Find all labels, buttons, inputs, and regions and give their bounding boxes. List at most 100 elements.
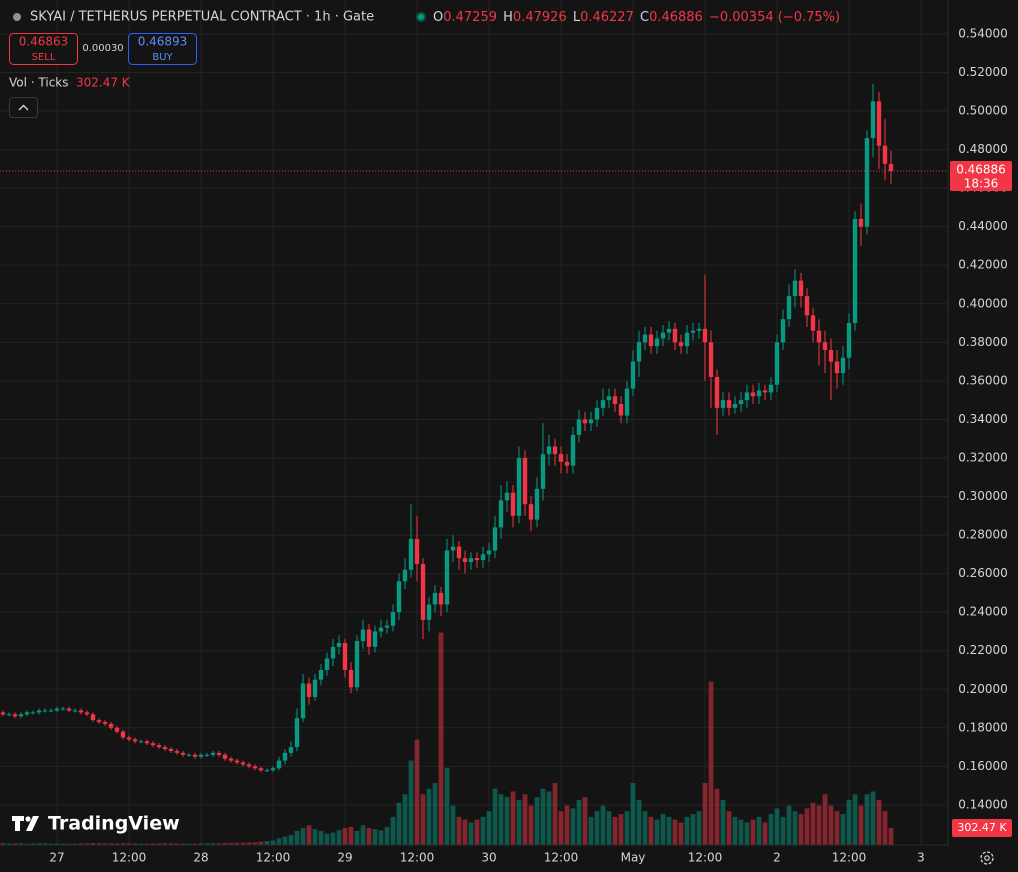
volume-bar (288, 834, 294, 845)
ohlc-letter: C (640, 10, 649, 25)
volume-title: Vol · Ticks (9, 76, 69, 90)
candle-body (840, 357, 846, 374)
candle-body (300, 683, 306, 719)
candle-body (876, 101, 882, 146)
buy-button[interactable]: 0.46893 BUY (128, 33, 197, 65)
volume-bar (408, 760, 414, 845)
volume-bar (732, 816, 738, 845)
settings-button[interactable] (980, 851, 994, 865)
volume-bar (768, 814, 774, 845)
collapse-box[interactable] (9, 97, 38, 118)
volume-bar (174, 843, 180, 845)
volume-bar (654, 819, 660, 845)
volume-bar (828, 805, 834, 845)
candle-body (504, 492, 510, 501)
buy-price[interactable]: 0.46893 (138, 35, 188, 49)
y-tick-label: 0.14000 (958, 797, 1008, 811)
volume-bar (498, 794, 504, 845)
volume-bar (840, 814, 846, 845)
volume-bar (42, 843, 48, 845)
ohlc-value: 0.47259 (443, 10, 497, 25)
volume-bar (414, 739, 420, 845)
volume-bar (264, 841, 270, 845)
volume-bar (24, 843, 30, 845)
countdown-label: 18:36 (964, 177, 999, 191)
volume-bar (582, 797, 588, 845)
volume-bar (0, 843, 6, 845)
volume-bar (612, 816, 618, 845)
candle-body (552, 446, 558, 455)
volume-bar (168, 843, 174, 845)
candle-body (474, 558, 480, 561)
y-tick-label: 0.32000 (958, 450, 1008, 464)
candle-body (600, 400, 606, 408)
y-tick-label: 0.24000 (958, 605, 1008, 619)
candle-body (822, 342, 828, 351)
x-tick-label: 29 (337, 851, 352, 865)
candle-body (78, 710, 84, 713)
candle-body (210, 752, 216, 755)
volume-bar (48, 843, 54, 845)
volume-bar (252, 842, 258, 845)
candle-body (642, 334, 648, 343)
volume-bar (780, 816, 786, 845)
volume-bar (456, 816, 462, 845)
volume-bar (870, 791, 876, 845)
volume-bar (366, 828, 372, 845)
volume-bar (774, 808, 780, 845)
sell-price[interactable]: 0.46863 (19, 35, 69, 49)
gear-inner[interactable] (984, 855, 990, 861)
y-tick-label: 0.52000 (958, 65, 1008, 79)
candle-body (24, 712, 30, 715)
volume-bar (540, 788, 546, 845)
volume-bar (90, 843, 96, 845)
collapse-button[interactable] (9, 97, 38, 118)
volume-bar (270, 840, 276, 845)
volume-bar (660, 814, 666, 845)
volume-tag (952, 818, 1012, 837)
candle-body (738, 400, 744, 404)
gear-outer[interactable] (980, 851, 994, 865)
candle-body (336, 643, 342, 647)
volume-bar (858, 805, 864, 845)
candle-body (762, 390, 768, 393)
volume-bar (486, 811, 492, 845)
volume-bar (210, 843, 216, 845)
candle-body (870, 101, 876, 139)
volume-bar (618, 814, 624, 845)
sell-box[interactable] (9, 33, 78, 65)
volume-bar (834, 811, 840, 845)
brand-logo (12, 816, 39, 831)
volume-bar (36, 843, 42, 845)
volume-bar (810, 802, 816, 845)
candle-body (786, 296, 792, 320)
candle-body (750, 392, 756, 397)
volume-bar (282, 836, 288, 845)
candle-body (366, 629, 372, 647)
volume-bar (474, 819, 480, 845)
volume-bar (180, 843, 186, 845)
candle-body (138, 741, 144, 743)
candle-body (498, 500, 504, 528)
candle-body (42, 710, 48, 712)
volume-bar (444, 767, 450, 845)
volume-bar (678, 822, 684, 845)
buy-box[interactable] (128, 33, 197, 65)
candle-body (48, 710, 54, 712)
volume-bar (786, 805, 792, 845)
volume-bar (354, 830, 360, 845)
sell-button[interactable]: 0.46863 SELL (9, 33, 78, 65)
collapse-icon[interactable] (18, 104, 29, 111)
candle-body (864, 138, 870, 227)
candle-body (780, 319, 786, 343)
candle-body (372, 631, 378, 647)
candle-body (228, 758, 234, 761)
volume-bar (600, 805, 606, 845)
candle-body (240, 762, 246, 765)
x-tick-label: 12:00 (400, 851, 435, 865)
volume-bar (384, 826, 390, 845)
sell-label[interactable]: SELL (32, 52, 56, 63)
buy-label[interactable]: BUY (152, 52, 173, 63)
candle-body (264, 770, 270, 772)
candle-body (192, 754, 198, 757)
